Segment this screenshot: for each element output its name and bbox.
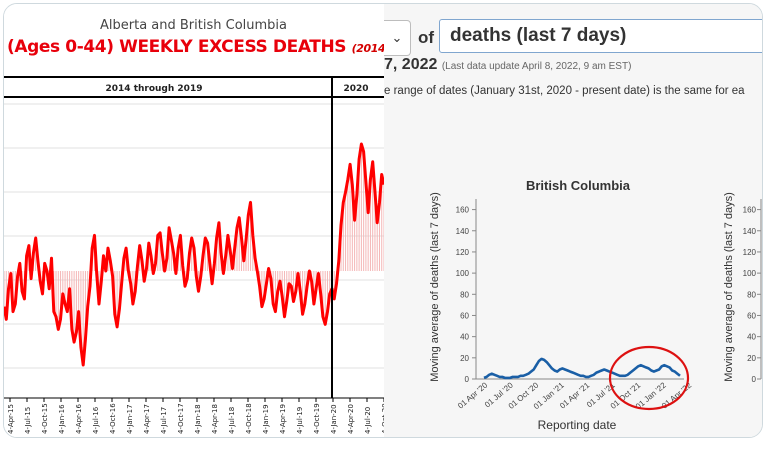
second-chart-y-ticks: 0 20 40 60 80 100 120 140 160 <box>743 199 762 384</box>
x-tick-label: 4-Jul-20 <box>364 407 372 434</box>
x-tick-label: 4-Apr-20 <box>347 404 355 434</box>
chart-title-years: (2014 - 2021) <box>351 42 384 55</box>
x-tick-label: 4-Jan-18 <box>194 404 202 434</box>
last-update-text: (Last data update April 8, 2022, 9 am ES… <box>441 61 632 72</box>
x-tick-label: 4-Oct-18 <box>245 403 253 434</box>
x-tick-label: 4-Apr-18 <box>211 404 219 434</box>
tweet-media-card[interactable]: Alberta and British Columbia (Ages 0-44)… <box>3 3 763 438</box>
bc-y-ticks: 0 20 40 60 80 100 120 140 160 <box>456 206 476 384</box>
second-y-tick-label: 80 <box>747 290 756 299</box>
excess-deaths-chart: 2014 through 2019 2020 4-Apr-15 4-Jul-15 4… <box>4 76 384 434</box>
segment-label-2020: 2020 <box>343 84 368 94</box>
chart-gridlines <box>4 103 384 369</box>
x-tick-label: 4-Jan-19 <box>262 404 270 434</box>
excess-deaths-chart-panel: Alberta and British Columbia (Ages 0-44)… <box>4 4 384 437</box>
x-tick-label: 4-Oct-15 <box>41 403 49 434</box>
second-chart-y-axis-label: Moving average of deaths (last 7 days) <box>723 192 735 382</box>
bc-chart-title: British Columbia <box>526 178 631 193</box>
region-select[interactable]: ⌄ <box>384 20 411 56</box>
y-tick-label: 20 <box>460 354 469 363</box>
chart-title-region: Alberta and British Columbia <box>100 18 287 33</box>
date-range-note: e range of dates (January 31st, 2020 - p… <box>384 85 745 97</box>
second-y-tick-label: 100 <box>743 269 757 278</box>
chart-title-main: (Ages 0-44) WEEKLY EXCESS DEATHS (2014 -… <box>7 37 384 57</box>
second-y-tick-label: 60 <box>747 311 756 320</box>
metric-select[interactable]: deaths (last 7 days) <box>439 19 762 53</box>
x-tick-label: 4-Jul-16 <box>92 406 100 434</box>
x-axis-ticks: 4-Apr-15 4-Jul-15 4-Oct-15 4-Jan-16 4-Apr-16… <box>7 398 384 434</box>
x-tick-label: 4-Apr-17 <box>143 404 151 434</box>
x-tick-label: 4-Jul-15 <box>24 407 32 434</box>
bc-y-axis-label: Moving average of deaths (last 7 days) <box>429 192 441 382</box>
y-tick-label: 80 <box>460 290 469 299</box>
x-tick-label: 4-Jan-20 <box>330 404 338 434</box>
dashboard-panel: ⌄ of deaths (last 7 days) 7, 2022 (Last … <box>384 4 762 437</box>
x-tick-label: 4-Apr-15 <box>7 404 15 434</box>
second-y-tick-label: 40 <box>747 333 756 342</box>
second-y-tick-label: 140 <box>743 227 757 236</box>
x-tick-label: 4-Jul-19 <box>296 407 304 434</box>
second-y-tick-label: 0 <box>752 375 757 384</box>
y-tick-label: 100 <box>456 269 470 278</box>
y-tick-label: 120 <box>456 248 470 257</box>
excess-deaths-line <box>4 142 384 367</box>
x-tick-label: 4-Oct-20 <box>381 403 384 434</box>
y-tick-label: 40 <box>460 333 469 342</box>
x-tick-label: 4-Oct-19 <box>313 403 321 434</box>
x-tick-label: 4-Jan-16 <box>58 404 66 434</box>
of-label: of <box>418 28 435 47</box>
bc-x-axis-label: Reporting date <box>538 418 617 432</box>
y-tick-label: 60 <box>460 311 469 320</box>
report-date: 7, 2022 (Last data update April 8, 2022,… <box>384 56 631 74</box>
report-date-text: 7, 2022 <box>384 56 438 73</box>
bc-deaths-chart: British Columbia Moving average of death… <box>429 178 762 432</box>
highlight-circle <box>608 345 690 411</box>
x-tick-label: 4-Oct-16 <box>109 403 117 434</box>
y-tick-label: 0 <box>465 375 470 384</box>
x-tick-label: 4-Jul-18 <box>228 407 236 434</box>
x-tick-label: 4-Apr-19 <box>279 404 287 434</box>
second-y-tick-label: 20 <box>747 354 756 363</box>
chart-title-text: (Ages 0-44) WEEKLY EXCESS DEATHS <box>7 37 347 57</box>
bc-deaths-line <box>483 357 681 380</box>
x-tick-label: 4-Jan-17 <box>126 404 134 434</box>
y-tick-label: 140 <box>456 227 470 236</box>
second-y-tick-label: 160 <box>743 206 757 215</box>
segment-label-2014-2019: 2014 through 2019 <box>106 84 203 94</box>
x-tick-label: 4-Oct-17 <box>177 403 185 434</box>
chevron-down-icon: ⌄ <box>391 30 403 45</box>
y-tick-label: 160 <box>456 206 470 215</box>
x-tick-label: 4-Jul-17 <box>160 407 168 434</box>
second-y-tick-label: 120 <box>743 248 757 257</box>
x-tick-label: 4-Apr-16 <box>75 404 83 434</box>
